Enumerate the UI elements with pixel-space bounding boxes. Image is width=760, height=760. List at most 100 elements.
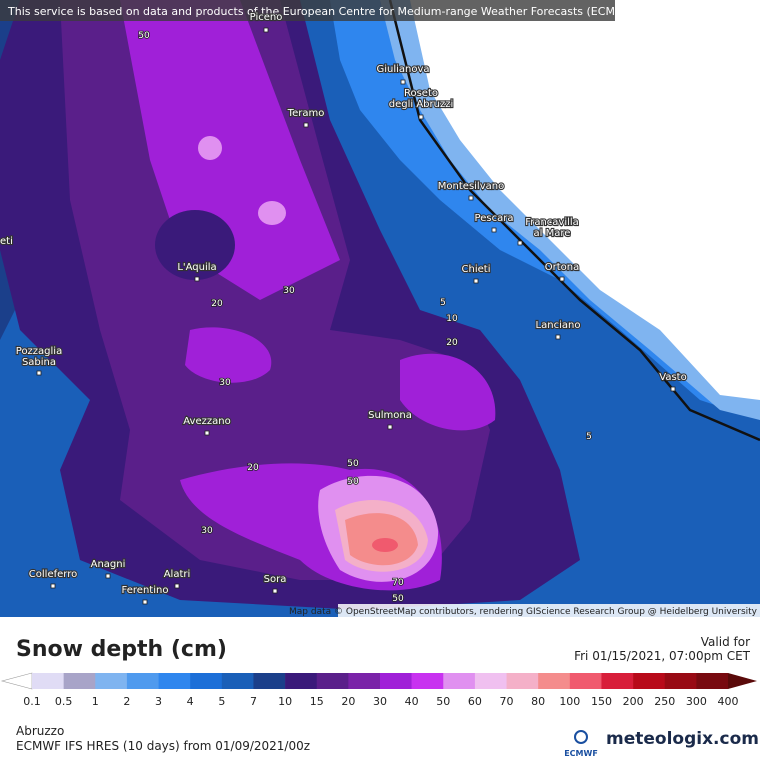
valid-time: Fri 01/15/2021, 07:00pm CET xyxy=(574,649,750,663)
city-label: Sulmona xyxy=(368,410,412,421)
scale-tick-label: 300 xyxy=(686,695,707,708)
contour-label: 20 xyxy=(446,338,458,348)
scale-tick-label: 250 xyxy=(654,695,675,708)
brand: meteologix.com xyxy=(606,729,759,749)
contour-label: 5 xyxy=(586,432,592,442)
city-dot xyxy=(670,386,676,392)
contour-label: 10 xyxy=(446,314,458,324)
scale-swatch xyxy=(664,673,697,689)
shade-area xyxy=(185,327,272,383)
city-label: Anagni xyxy=(91,559,126,570)
city-label: eti xyxy=(0,236,13,247)
contour-label: 20 xyxy=(247,463,259,473)
scale-tick-label: 70 xyxy=(500,695,514,708)
scale-swatch xyxy=(569,673,602,689)
city-label: Alatri xyxy=(164,569,191,580)
attribution-bar xyxy=(338,604,760,617)
shade-area xyxy=(258,201,286,225)
scale-tick-label: 20 xyxy=(341,695,355,708)
scale-tick-label: 10 xyxy=(278,695,292,708)
scale-swatch xyxy=(538,673,571,689)
city-label: Lanciano xyxy=(536,320,581,331)
city-dot xyxy=(204,430,210,436)
contour-label: 50 xyxy=(347,459,359,469)
logo-icon xyxy=(574,730,588,744)
scale-swatch xyxy=(443,673,476,689)
city-label: al Mare xyxy=(534,228,571,239)
scale-swatch xyxy=(158,673,191,689)
contour-label: 50 xyxy=(138,31,150,41)
city-dot xyxy=(272,588,278,594)
city-dot xyxy=(194,276,200,282)
scale-tick-label: 5 xyxy=(218,695,225,708)
scale-swatch xyxy=(601,673,634,689)
shade-area xyxy=(400,353,496,431)
scale-high-arrow xyxy=(728,673,757,689)
region: Abruzzo xyxy=(16,724,65,738)
city-dot xyxy=(468,195,474,201)
city-label: Giulianova xyxy=(376,64,429,75)
city-label: Colleferro xyxy=(29,569,77,580)
city-label: Montesilvano xyxy=(438,181,504,192)
city-dot xyxy=(263,27,269,33)
city-dot xyxy=(174,583,180,589)
scale-swatch xyxy=(63,673,96,689)
city-label: Piceno xyxy=(250,12,283,23)
city-label: Avezzano xyxy=(183,416,230,427)
scale-swatch xyxy=(474,673,507,689)
scale-tick-label: 0.1 xyxy=(23,695,41,708)
contour-label: 50 xyxy=(347,477,359,487)
scale-tick-label: 200 xyxy=(623,695,644,708)
shade-area xyxy=(198,136,222,160)
city-label: Pescara xyxy=(475,213,514,224)
color-scale: 0.1 0.5 1 2 3 4 5 7 10 15 20 30 40 50 60 70 80 100 150 200 2… xyxy=(0,672,757,708)
contour-label: 30 xyxy=(219,378,231,388)
scale-tick-label: 40 xyxy=(405,695,419,708)
city-label: Pozzaglia xyxy=(16,346,62,357)
scale-swatch xyxy=(95,673,128,689)
city-dot xyxy=(559,276,565,282)
scale-swatch xyxy=(190,673,223,689)
shade-area xyxy=(155,210,235,280)
city-dot xyxy=(418,114,424,120)
scale-swatch xyxy=(411,673,444,689)
scale-tick-label: 4 xyxy=(187,695,194,708)
city-dot xyxy=(555,334,561,340)
scale-swatch xyxy=(633,673,666,689)
contour-label: 30 xyxy=(201,526,213,536)
city-dot xyxy=(387,424,393,430)
logo-text: ECMWF xyxy=(564,749,598,758)
city-dot xyxy=(491,227,497,233)
ecmwf-logo: ECMWF xyxy=(560,729,602,758)
city-dot xyxy=(36,370,42,376)
city-label: Francavilla xyxy=(525,217,579,228)
scale-swatch xyxy=(506,673,539,689)
city-label: Sabina xyxy=(22,357,56,368)
city-label: Chieti xyxy=(462,264,491,275)
scale-swatch xyxy=(380,673,412,689)
notice: This service is based on data and produc… xyxy=(7,5,636,18)
scale-swatch xyxy=(253,673,286,689)
map: This service is based on data and produc… xyxy=(0,0,760,617)
scale-tick-label: 3 xyxy=(155,695,162,708)
scale-low-arrow xyxy=(0,672,33,690)
scale-tick-label: 7 xyxy=(250,695,257,708)
scale-tick-label: 30 xyxy=(373,695,387,708)
city-label: L'Aquila xyxy=(177,262,216,273)
scale-tick-label: 15 xyxy=(310,695,324,708)
contour-label: 20 xyxy=(211,299,223,309)
city-dot xyxy=(517,240,523,246)
city-label: Teramo xyxy=(287,108,325,119)
scale-tick-label: 400 xyxy=(718,695,739,708)
city-dot xyxy=(400,79,406,85)
notice-bar xyxy=(0,0,615,21)
scale-swatch xyxy=(285,673,318,689)
scale-swatch xyxy=(348,673,381,689)
scale-swatch xyxy=(32,673,64,689)
scale-tick-label: 60 xyxy=(468,695,482,708)
city-dot xyxy=(303,122,309,128)
scale-tick-label: 1 xyxy=(92,695,99,708)
city-label: Vasto xyxy=(659,372,686,383)
